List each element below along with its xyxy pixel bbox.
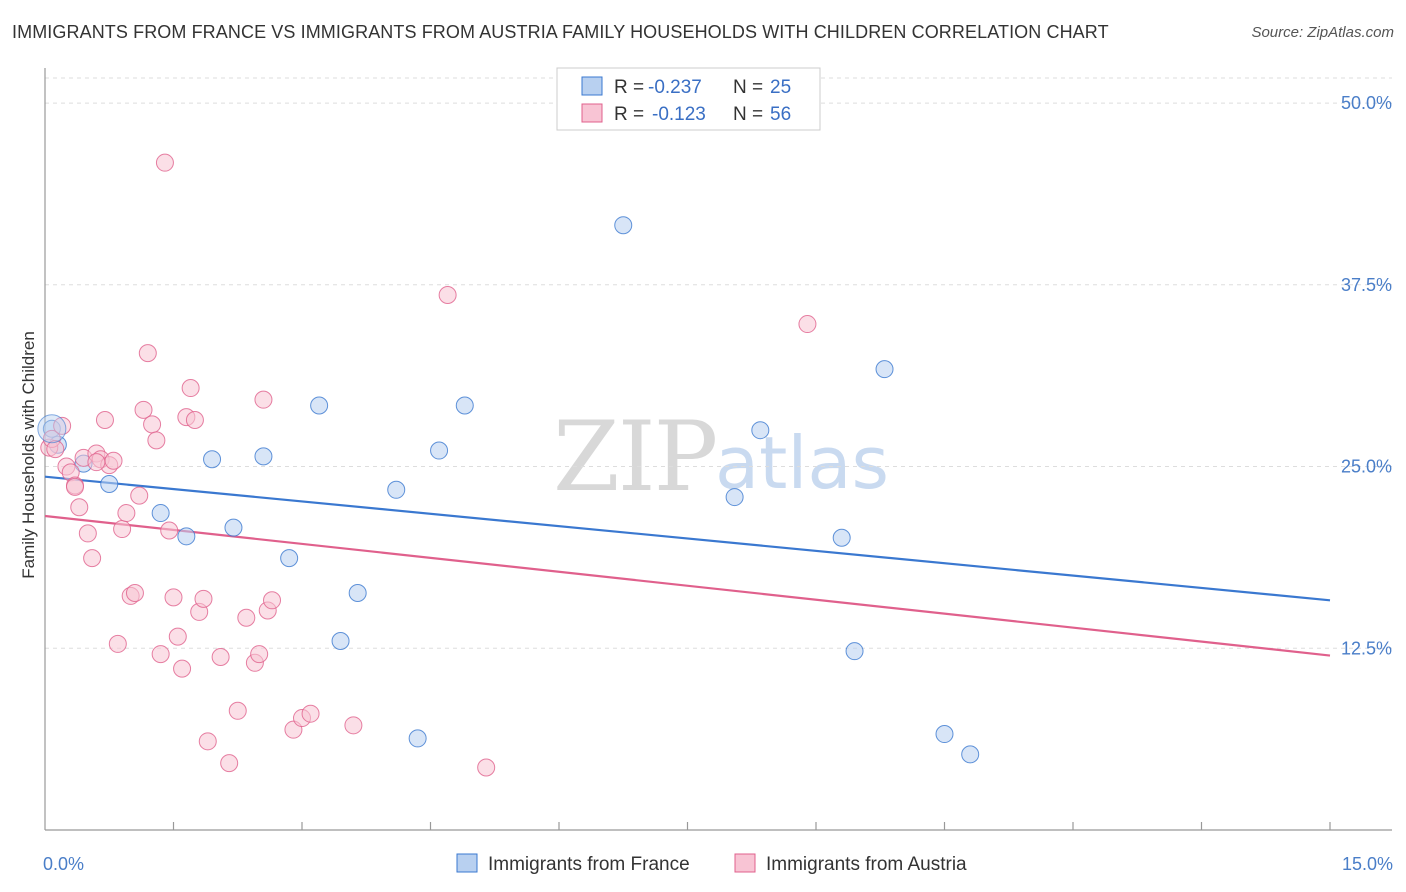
trend-line-austria [44, 514, 1331, 657]
legend-r-value-austria: -0.123 [652, 104, 706, 125]
point-france-22 [875, 360, 894, 379]
point-austria-3 [53, 416, 72, 435]
point-austria-37 [198, 732, 217, 751]
zipatlas-watermark: ZIP atlas [553, 401, 889, 513]
point-austria-51 [438, 285, 457, 304]
point-austria-23 [138, 344, 157, 363]
point-austria-54 [65, 477, 84, 496]
legend-swatch-austria [581, 103, 603, 123]
point-austria-16 [108, 634, 127, 653]
trend-lines [44, 475, 1331, 657]
y-tick-label-2: 37.5% [1341, 275, 1392, 295]
data-points [37, 153, 980, 777]
point-austria-7 [70, 498, 89, 517]
point-austria-50 [344, 716, 363, 735]
bottom-legend-swatch-france [456, 853, 478, 873]
point-austria-17 [113, 520, 132, 539]
point-france-24 [961, 745, 980, 764]
point-france-12 [331, 632, 350, 650]
point-austria-10 [83, 549, 102, 568]
point-austria-46 [263, 591, 282, 610]
point-france-11 [348, 584, 367, 603]
point-austria-55 [87, 453, 106, 472]
y-tick-label-3: 50.0% [1341, 93, 1392, 113]
point-austria-26 [151, 645, 170, 664]
stats-legend: R = -0.237 N = 25 R = -0.123 N = 56 [556, 67, 821, 131]
point-austria-52 [477, 758, 496, 777]
point-france-15 [430, 441, 449, 460]
point-france-18 [725, 488, 744, 507]
point-france-7 [224, 518, 243, 537]
chart-title: IMMIGRANTS FROM FRANCE VS IMMIGRANTS FRO… [12, 22, 1109, 42]
point-france-16 [455, 396, 474, 415]
point-austria-22 [134, 400, 153, 419]
legend-r-label-austria: R = [614, 104, 644, 125]
point-france-9 [280, 549, 299, 568]
trend-line-france [44, 475, 1331, 602]
legend-r-value-france: -0.237 [648, 77, 702, 98]
point-france-17 [614, 216, 633, 235]
point-france-10 [310, 396, 329, 415]
point-france-cluster [37, 414, 67, 444]
point-austria-31 [173, 659, 192, 678]
legend-n-value-france: 25 [770, 77, 791, 98]
point-france-21 [845, 642, 864, 661]
point-france-23 [935, 725, 954, 744]
y-tick-label-0: 12.5% [1341, 638, 1392, 658]
point-austria-21 [130, 486, 149, 505]
gridlines [45, 77, 1392, 649]
point-austria-20 [125, 584, 144, 603]
x-tick-label-0: 0.0% [43, 854, 84, 874]
point-france-8 [254, 447, 273, 466]
point-austria-24 [143, 415, 162, 434]
point-austria-9 [78, 524, 97, 543]
watermark-zip: ZIP [553, 401, 716, 513]
point-france-3 [100, 474, 119, 493]
point-austria-18 [117, 504, 136, 523]
point-austria-28 [160, 521, 179, 540]
point-austria-49 [301, 704, 320, 723]
watermark-atlas: atlas [715, 421, 889, 505]
legend-swatch-france [581, 76, 603, 96]
point-france-14 [408, 729, 427, 748]
legend-n-value-austria: 56 [770, 104, 791, 125]
tick-labels: 12.5% 25.0% 37.5% 50.0% 0.0% 15.0% [43, 93, 1393, 874]
point-france-4 [151, 504, 170, 523]
x-tick-label-1: 15.0% [1342, 854, 1393, 874]
point-france-19 [751, 421, 770, 440]
legend-n-label-austria: N = [733, 104, 763, 125]
legend-n-label-france: N = [733, 77, 763, 98]
point-austria-15 [104, 451, 123, 470]
point-france-5 [177, 527, 196, 546]
legend-r-label-france: R = [614, 77, 644, 98]
source-label: Source: ZipAtlas.com [1251, 24, 1394, 41]
point-austria-34 [185, 411, 204, 430]
point-austria-13 [95, 411, 114, 430]
point-france-13 [387, 480, 406, 499]
point-austria-38 [211, 647, 230, 666]
point-austria-39 [220, 754, 239, 773]
y-tick-label-1: 25.0% [1341, 457, 1392, 477]
point-austria-40 [228, 701, 247, 720]
point-austria-41 [237, 608, 256, 627]
point-austria-43 [250, 645, 269, 664]
point-austria-53 [798, 315, 817, 334]
bottom-legend-label-austria: Immigrants from Austria [766, 854, 967, 875]
point-austria-29 [164, 588, 183, 607]
point-austria-44 [254, 390, 273, 409]
series-legend: Immigrants from France Immigrants from A… [456, 853, 967, 875]
point-austria-30 [168, 627, 187, 646]
bottom-legend-swatch-austria [734, 853, 756, 873]
bottom-legend-label-france: Immigrants from France [488, 854, 690, 875]
point-france-20 [832, 528, 851, 547]
y-axis-title: Family Households with Children [19, 331, 38, 579]
point-austria-33 [181, 379, 200, 398]
point-austria-27 [155, 153, 174, 172]
point-austria-36 [194, 589, 213, 608]
point-austria-2 [46, 440, 65, 459]
point-france-6 [203, 450, 222, 469]
point-austria-25 [147, 431, 166, 450]
